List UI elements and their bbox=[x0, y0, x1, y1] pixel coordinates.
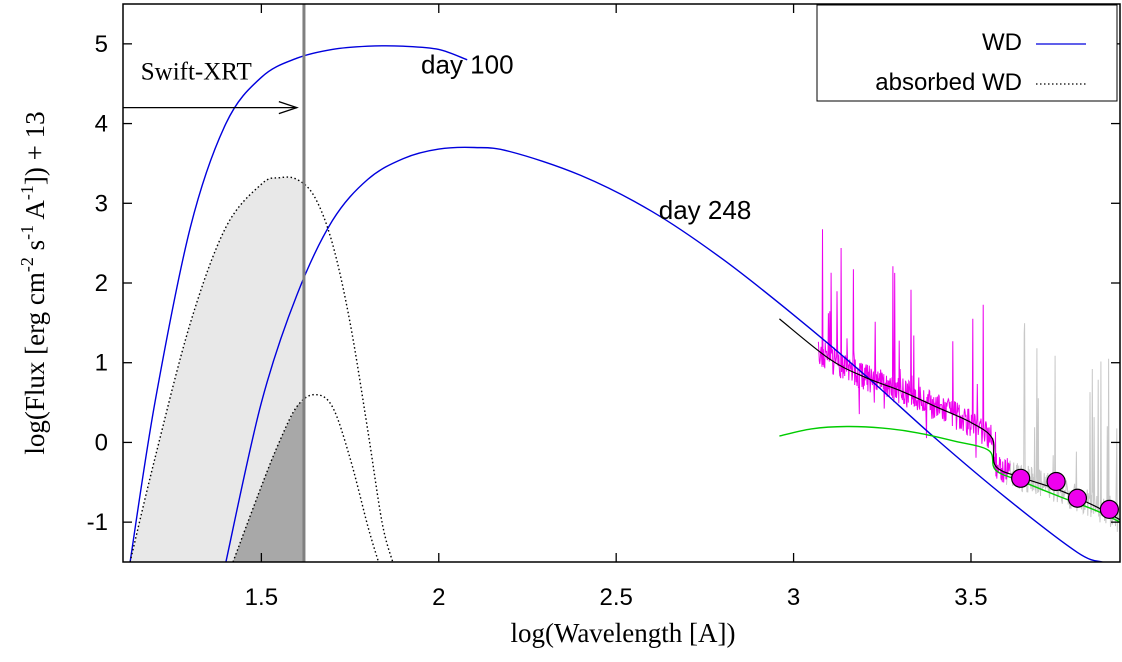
series-line-4 bbox=[779, 425, 1120, 523]
y-axis-title-sup-1: -2 bbox=[17, 257, 37, 272]
x-axis-title: log(Wavelength [A]) bbox=[511, 618, 736, 648]
y-axis-title-sup-3: -1 bbox=[17, 185, 37, 200]
y-axis-title-part-3: A bbox=[20, 200, 50, 225]
absorbed-flux-shade-dark bbox=[233, 401, 304, 562]
photometry-point bbox=[1067, 488, 1088, 508]
x-tick-label: 2 bbox=[432, 584, 445, 611]
legend: WD absorbed WD bbox=[816, 4, 1118, 102]
x-tick-label: 3.5 bbox=[954, 584, 987, 611]
y-axis-title: log(Flux [erg cm-2 s-1 A-1]) + 13 bbox=[17, 111, 50, 454]
photometry-point bbox=[1011, 468, 1031, 488]
y-tick-label: 4 bbox=[95, 111, 108, 138]
photometry-points bbox=[1011, 468, 1119, 519]
photometry-point bbox=[1046, 471, 1066, 492]
x-tick-label: 3 bbox=[787, 584, 800, 611]
series-line-2 bbox=[129, 176, 394, 562]
y-tick-label: 3 bbox=[95, 190, 108, 217]
y-tick-label: 1 bbox=[95, 350, 108, 377]
series-line-0 bbox=[129, 45, 468, 562]
y-tick-label: 2 bbox=[95, 270, 108, 297]
series-layer bbox=[129, 45, 1120, 562]
y-axis-title-part-1: log(Flux [erg cm bbox=[20, 272, 50, 454]
series-line-3 bbox=[232, 393, 380, 562]
y-tick-label: 5 bbox=[95, 31, 108, 58]
axis-ticks: 1.5 2 2.5 3 3.5 -1 0 1 2 3 4 5 bbox=[87, 4, 1120, 611]
y-tick-label: -1 bbox=[87, 509, 108, 536]
y-tick-label: 0 bbox=[95, 429, 108, 456]
legend-label-wd: WD bbox=[982, 29, 1022, 56]
legend-box bbox=[816, 4, 1118, 102]
absorbed-flux-shade-light bbox=[130, 177, 304, 562]
photometry-point bbox=[1099, 499, 1119, 519]
series-line-5 bbox=[779, 318, 1120, 521]
y-axis-title-part-4: ]) + 13 bbox=[20, 111, 50, 185]
y-axis-title-part-2: s bbox=[20, 240, 50, 257]
annotation-day-248: day 248 bbox=[659, 195, 752, 225]
x-tick-label: 1.5 bbox=[245, 584, 278, 611]
legend-label-absorbed-wd: absorbed WD bbox=[875, 69, 1022, 96]
observed-spectra bbox=[817, 229, 1120, 534]
y-axis-title-sup-2: -1 bbox=[17, 225, 37, 240]
swift-xrt-arrowhead bbox=[278, 101, 299, 115]
spectrum-optical-trace bbox=[817, 229, 1011, 483]
shaded-regions bbox=[130, 177, 304, 562]
annotation-swift-xrt: Swift-XRT bbox=[141, 59, 252, 86]
annotation-day-100: day 100 bbox=[421, 49, 514, 79]
x-tick-label: 2.5 bbox=[599, 584, 632, 611]
series-line-1 bbox=[225, 146, 1103, 562]
spectrum-ir-trace bbox=[1006, 323, 1120, 534]
